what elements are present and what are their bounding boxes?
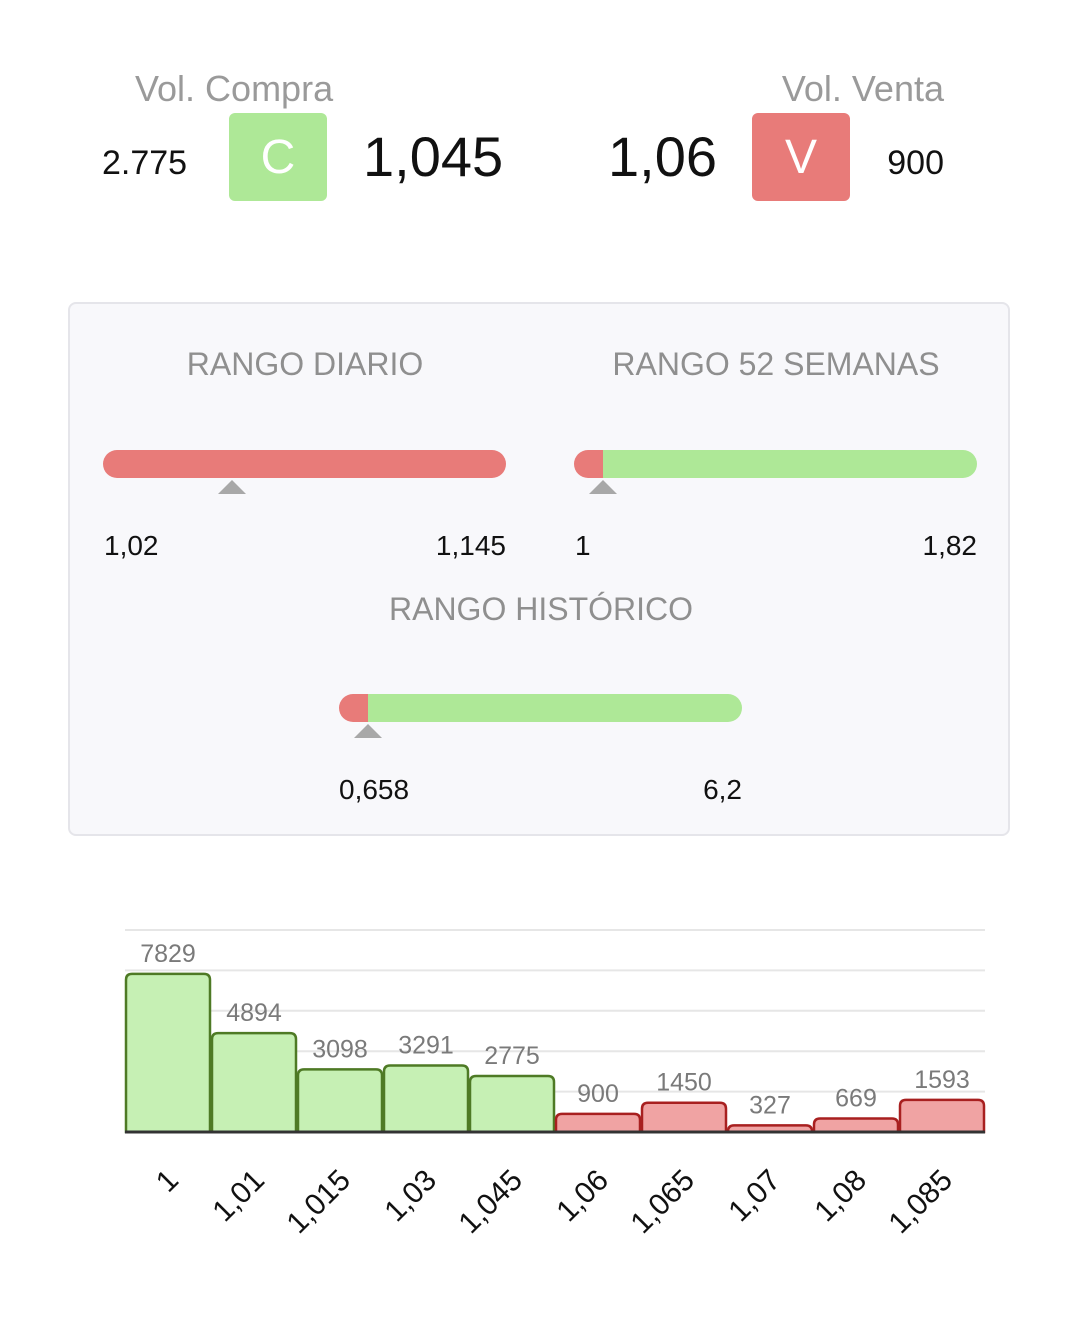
chart-x-tick-label: 1,07 — [722, 1164, 787, 1229]
chart-bar-1,06[interactable] — [554, 1112, 642, 1134]
weeks52-range-max: 1,82 — [922, 530, 978, 561]
chart-bar-1,045[interactable] — [468, 1074, 556, 1134]
buy-volume-label: Vol. Compra — [135, 68, 334, 109]
chart-bar-1[interactable] — [124, 972, 212, 1134]
chart-x-tick-label: 1 — [150, 1164, 185, 1199]
chart-data-label: 4894 — [226, 999, 282, 1027]
historic-range-green-segment — [368, 694, 742, 722]
weeks52-range-title: RANGO 52 SEMANAS — [612, 346, 940, 382]
sell-volume-value: 900 — [887, 144, 944, 182]
chart-x-tick-label: 1,085 — [883, 1164, 959, 1240]
historic-range-bar — [339, 694, 742, 722]
order-book-chart: 7829 1 4894 1,01 3098 1,015 3291 1,03 2775 1,045 9… — [124, 929, 986, 1240]
historic-range-min: 0,658 — [339, 774, 410, 805]
chart-data-label: 1450 — [656, 1069, 712, 1097]
weeks52-range-green-segment — [603, 450, 977, 478]
chart-bar-1,065[interactable] — [640, 1101, 728, 1134]
chart-data-label: 669 — [835, 1084, 877, 1112]
chart-data-label: 1593 — [914, 1066, 970, 1094]
chart-data-label: 900 — [577, 1080, 619, 1108]
chart-x-tick-label: 1,065 — [625, 1164, 701, 1240]
chart-x-tick-label: 1,03 — [378, 1164, 443, 1229]
chart-bar-1,03[interactable] — [382, 1064, 470, 1134]
chart-bar-1,08[interactable] — [812, 1117, 900, 1134]
historic-range-max: 6,2 — [703, 774, 742, 805]
buy-volume-value: 2.775 — [102, 144, 188, 182]
chart-data-label: 327 — [749, 1091, 791, 1119]
chart-data-label: 3291 — [398, 1032, 454, 1060]
chart-x-tick-label: 1,015 — [281, 1164, 357, 1240]
chart-bar-1,085[interactable] — [898, 1098, 986, 1134]
chart-x-tick-label: 1,06 — [550, 1164, 615, 1229]
weeks52-range-marker — [589, 480, 617, 494]
daily-range-red-segment — [103, 450, 506, 478]
chart-bar-1,07[interactable] — [726, 1124, 814, 1134]
ranges-card — [68, 302, 1010, 836]
chart-bar-1,01[interactable] — [210, 1031, 298, 1134]
chart-bar-1,015[interactable] — [296, 1068, 384, 1134]
historic-range-marker — [354, 724, 382, 738]
daily-range-title: RANGO DIARIO — [186, 346, 424, 382]
daily-range-min: 1,02 — [104, 530, 159, 561]
historic-range-title: RANGO HISTÓRICO — [388, 591, 693, 627]
sell-price: 1,06 — [608, 125, 717, 188]
chart-data-label: 3098 — [312, 1035, 368, 1063]
weeks52-range-bar — [574, 450, 977, 478]
daily-range-max: 1,145 — [435, 530, 506, 561]
chart-data-label: 2775 — [484, 1042, 540, 1070]
daily-range-marker — [218, 480, 246, 494]
chart-x-tick-label: 1,045 — [453, 1164, 529, 1240]
buy-price: 1,045 — [363, 125, 504, 188]
chart-x-tick-label: 1,01 — [206, 1164, 271, 1229]
chart-x-tick-label: 1,08 — [808, 1164, 873, 1229]
chart-data-label: 7829 — [140, 940, 196, 968]
sell-badge[interactable]: V — [752, 113, 850, 201]
weeks52-range-min: 1 — [575, 530, 591, 561]
daily-range-bar — [103, 450, 506, 478]
historic-range-red-segment — [339, 694, 368, 722]
sell-volume-label: Vol. Venta — [781, 68, 944, 109]
weeks52-range-red-segment — [574, 450, 603, 478]
buy-badge[interactable]: C — [229, 113, 327, 201]
